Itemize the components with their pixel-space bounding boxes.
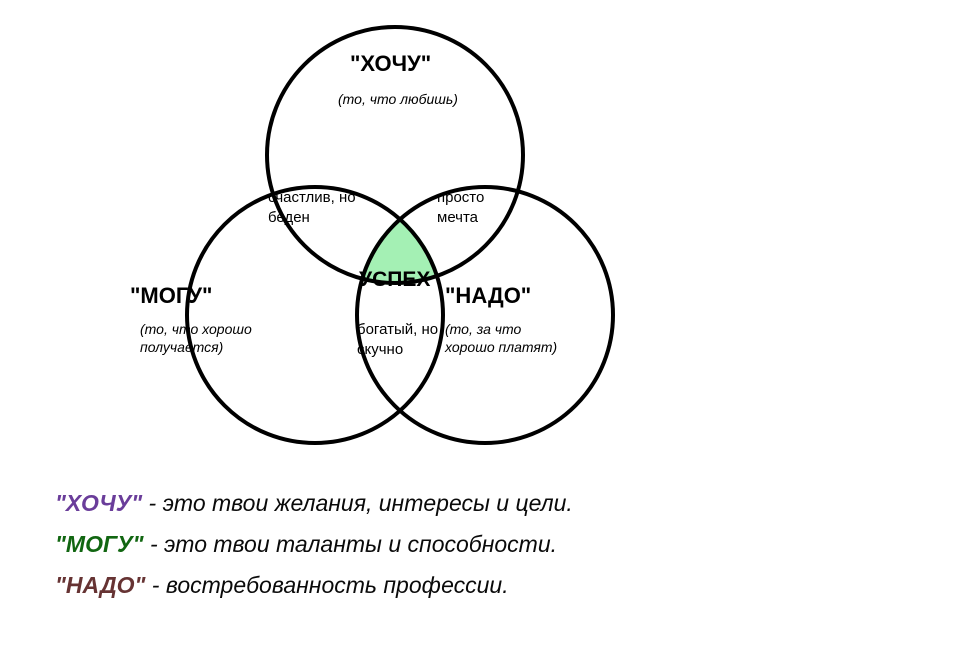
legend-key-2: "МОГУ" [55,531,144,557]
intersection-left-right: богатый, но скучно [357,320,457,359]
legend-item-2: "МОГУ" - это твои таланты и способности. [55,531,573,558]
circle-top-subtitle: (то, что любишь) [338,90,458,108]
legend-item-3: "НАДО" - востребованность профессии. [55,572,573,599]
legend-key-1: "ХОЧУ" [55,490,142,516]
circle-left-subtitle: (то, что хорошо получается) [140,320,275,356]
legend-key-3: "НАДО" [55,572,145,598]
legend-text-3: - востребованность профессии. [145,572,508,598]
legend-item-1: "ХОЧУ" - это твои желания, интересы и це… [55,490,573,517]
circle-right-title: "НАДО" [445,282,531,311]
intersection-top-left: счастлив, но беден [268,188,368,227]
legend-text-2: - это твои таланты и способности. [144,531,557,557]
circle-right-subtitle: (то, за что хорошо платят) [445,320,565,356]
venn-diagram: "ХОЧУ" (то, что любишь) "МОГУ" (то, что … [105,10,685,480]
intersection-center: УСПЕХ [359,266,430,293]
legend: "ХОЧУ" - это твои желания, интересы и це… [55,490,573,613]
circle-top-title: "ХОЧУ" [350,50,431,79]
legend-text-1: - это твои желания, интересы и цели. [142,490,573,516]
circle-left-title: "МОГУ" [130,282,212,311]
intersection-top-right: просто мечта [437,188,507,227]
